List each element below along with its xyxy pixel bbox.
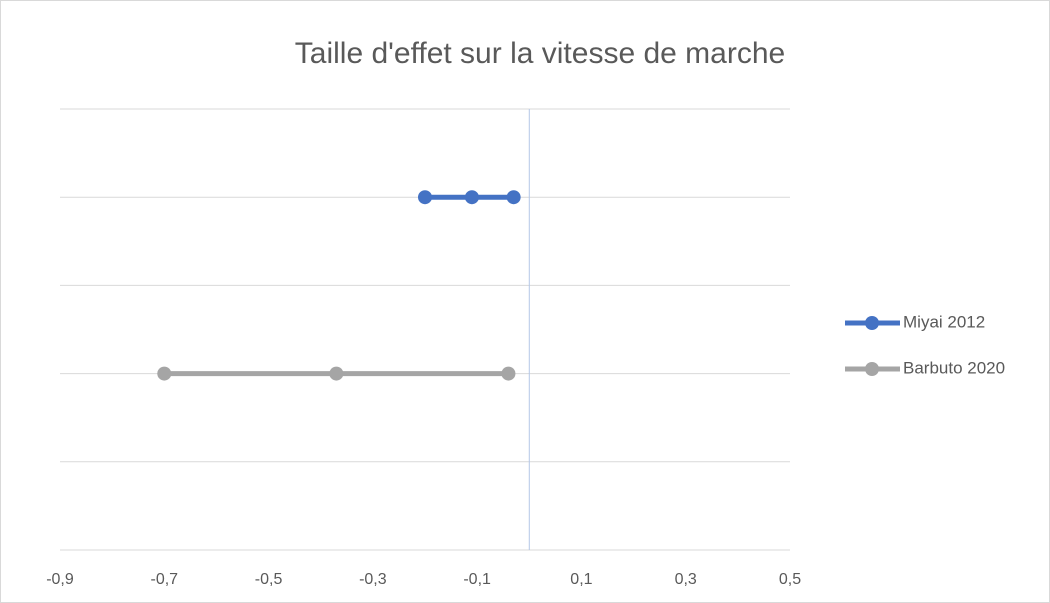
x-tick-label: -0,1 xyxy=(463,571,491,588)
legend-marker xyxy=(865,316,879,330)
point xyxy=(506,190,521,205)
point xyxy=(157,366,172,381)
chart-title: Taille d'effet sur la vitesse de marche xyxy=(295,37,785,70)
x-tick-label: 0,1 xyxy=(570,571,592,588)
point xyxy=(329,366,344,381)
x-tick-label: -0,5 xyxy=(255,571,283,588)
x-tick-label: 0,5 xyxy=(779,571,801,588)
x-tick-label: -0,3 xyxy=(359,571,387,588)
legend-label: Barbuto 2020 xyxy=(903,358,1005,377)
legend-marker xyxy=(865,362,879,376)
x-tick-label: 0,3 xyxy=(675,571,697,588)
x-tick-label: -0,7 xyxy=(150,571,178,588)
x-tick-label: -0,9 xyxy=(46,571,74,588)
point xyxy=(501,366,516,381)
point xyxy=(418,190,432,205)
point xyxy=(464,190,479,205)
legend-label: Miyai 2012 xyxy=(903,312,985,331)
